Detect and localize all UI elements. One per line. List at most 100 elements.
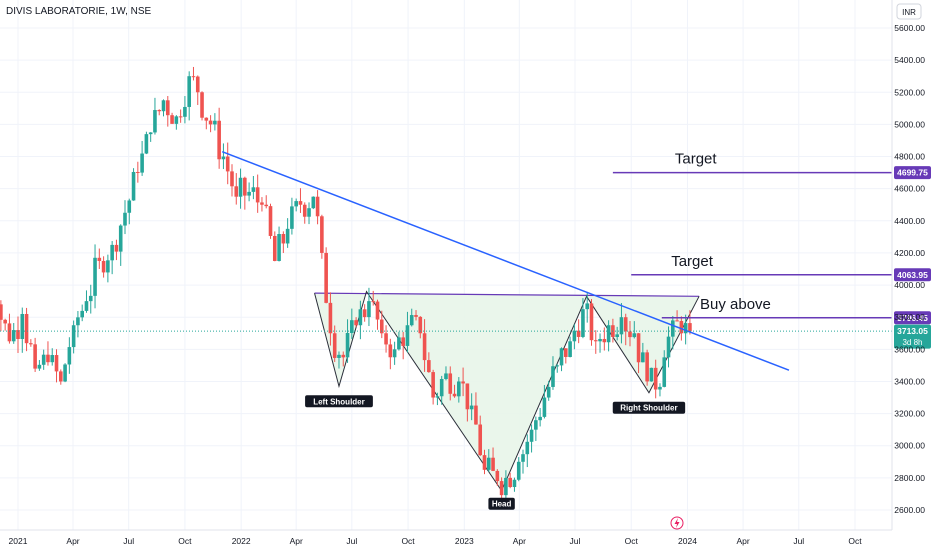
candle [649,367,654,382]
candle [568,336,572,358]
candle [384,325,388,353]
y-tick-label: 4000.00 [894,280,925,290]
candle [16,316,20,354]
candle [311,196,316,210]
candle [315,190,320,225]
candle [341,351,346,367]
candle [375,299,380,330]
svg-text:4699.75: 4699.75 [897,168,928,178]
y-axis[interactable]: 2600.00 2800.00 3000.00 3200.00 3400.00 3600.… [894,23,925,515]
target-low-level[interactable]: Target 4063.95 [631,253,931,282]
candle [427,352,431,373]
candle [615,326,619,341]
candle [84,290,89,313]
candle [153,97,157,135]
candle [405,311,410,353]
candle [7,313,12,344]
candle [452,384,457,398]
candle [234,173,239,205]
candle [555,363,560,373]
candle [50,348,55,366]
candle [46,341,50,366]
candle [572,324,577,350]
target-high-label: Target [675,151,718,168]
candle [444,366,448,381]
candle [448,366,453,401]
candle [114,239,119,261]
candle [272,231,277,262]
candle [551,356,555,390]
candle [174,115,179,130]
y-tick-label: 2800.00 [894,473,925,483]
candle [653,359,658,399]
x-tick-label: Oct [401,536,415,546]
y-tick-label: 4400.00 [894,216,925,226]
currency-badge[interactable]: INR [896,3,922,20]
candle [332,325,337,362]
candle [302,202,307,224]
candle [93,244,97,309]
trendline[interactable] [221,151,790,371]
y-tick-label: 4200.00 [894,248,925,258]
current-price-value: 3713.05 [897,326,928,336]
candle [204,117,209,130]
candle [200,91,204,121]
candle [191,66,196,81]
y-tick-label: 3600.00 [894,344,925,354]
grid [0,0,892,530]
candle [478,415,483,457]
svg-text:4063.95: 4063.95 [897,270,928,280]
candle [217,107,221,169]
candle [140,140,144,176]
candle [379,310,384,339]
left-shoulder-label[interactable]: Left Shoulder [305,395,373,408]
candle [178,109,183,123]
candle [675,310,679,322]
lightning-icon[interactable] [670,516,684,530]
candle [422,319,427,372]
candle [469,393,474,421]
candle [290,197,294,235]
candle [516,457,521,482]
head-label[interactable]: Head [488,497,515,510]
candle [636,333,641,374]
symbol-title: DIVIS LABORATORIE, 1W, NSE [6,6,152,17]
right-shoulder-label[interactable]: Right Shoulder [612,401,686,414]
target-high-level[interactable]: Target 4699.75 [612,151,931,180]
buy-above-level[interactable]: Buy above 3796.45 [661,296,931,325]
candle [76,311,80,338]
candle [593,330,598,354]
candle [362,304,367,322]
candle [392,341,397,365]
y-tick-label: 3400.00 [894,376,925,386]
candle [88,284,93,314]
candle [495,469,500,486]
candle [589,299,594,346]
candle [683,314,688,345]
candle [247,182,251,202]
candle [97,248,102,269]
candle [63,363,67,383]
candle [324,247,328,304]
candle [195,75,200,106]
x-tick-label: Jul [793,536,804,546]
candle [538,407,542,427]
buy-above-price-tag: 3796.45 [894,311,931,325]
candle [585,291,590,323]
candle [457,377,461,403]
candle [251,175,256,200]
candle [264,195,269,209]
neckline[interactable] [314,292,700,297]
candle [401,331,405,360]
x-axis[interactable]: 2021 Apr Jul Oct 2022 Apr Jul Oct 2023 Apr Jul Oct 2… [9,536,863,546]
candle [71,320,76,354]
candle [482,449,487,475]
candle [230,164,234,197]
candle [136,161,140,183]
candle [542,385,547,419]
candle [409,308,414,327]
candle [435,392,440,406]
current-price-tag: 3713.05 3d 8h [894,324,931,349]
